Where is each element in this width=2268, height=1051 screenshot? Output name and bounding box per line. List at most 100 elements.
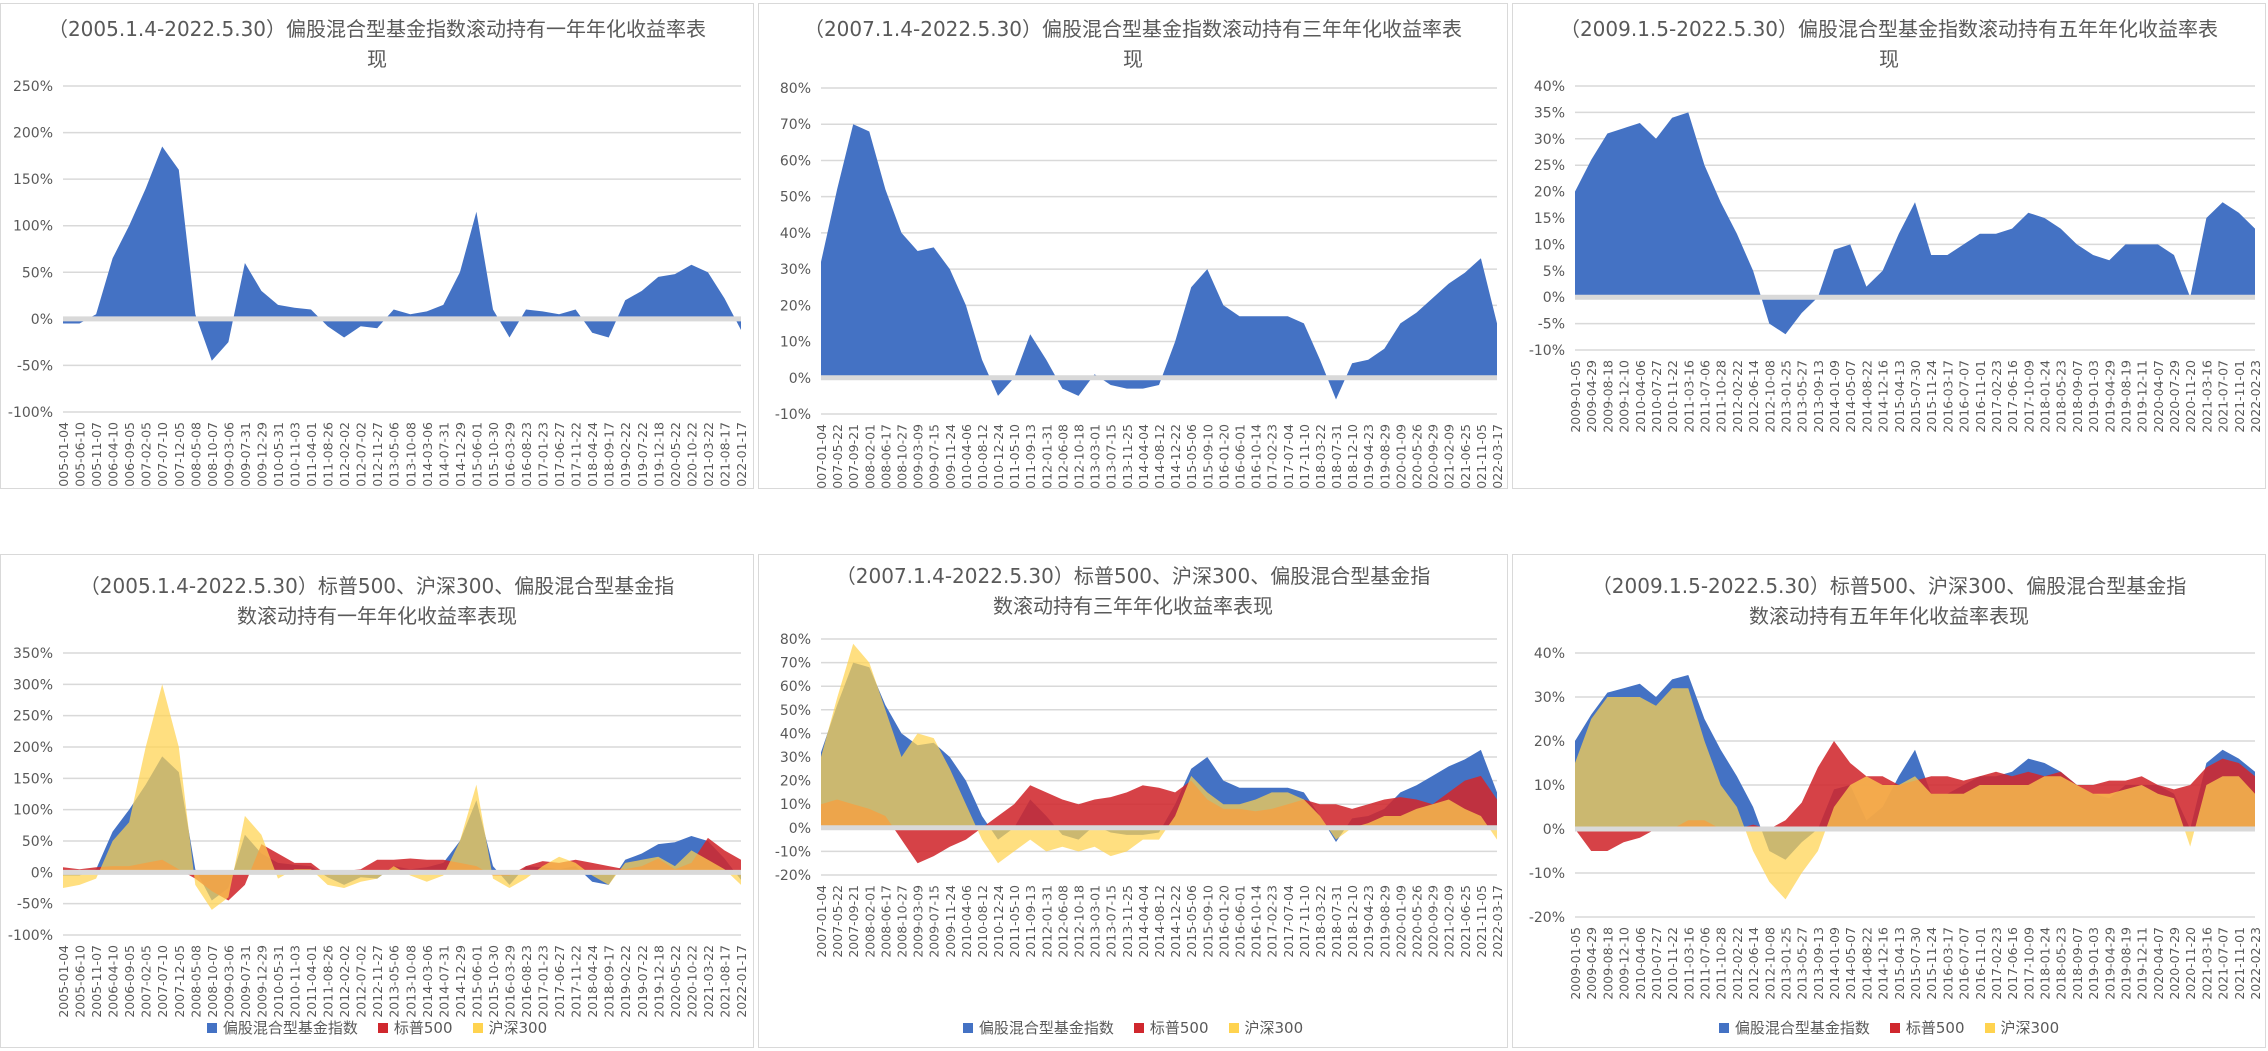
x-tick-label: 2013-01-25 <box>1778 360 1793 433</box>
legend-swatch <box>1133 1023 1144 1033</box>
legend-swatch <box>377 1023 388 1033</box>
x-tick-label: 2017-11-22 <box>569 422 584 488</box>
x-tick-label: 2019-08-19 <box>2118 927 2133 1000</box>
x-tick-label: 2009-03-06 <box>221 422 236 488</box>
x-tick-label: 2008-10-27 <box>894 424 909 488</box>
legend-swatch <box>472 1023 483 1033</box>
y-tick-label: -10% <box>775 407 811 423</box>
y-tick-label: 0% <box>1543 822 1565 838</box>
x-tick-label: 2020-01-09 <box>1393 885 1408 958</box>
x-tick-label: 2011-05-10 <box>1007 885 1022 958</box>
legend-label: 标普500 <box>1905 1019 1965 1037</box>
x-tick-label: 2009-04-29 <box>1584 360 1599 433</box>
x-tick-label: 2018-09-07 <box>2070 360 2085 433</box>
x-tick-label: 2014-08-22 <box>1859 360 1874 433</box>
x-tick-label: 2020-05-26 <box>1410 885 1425 958</box>
y-tick-label: 300% <box>13 677 53 693</box>
x-tick-label: 2017-06-16 <box>2005 360 2020 433</box>
x-tick-label: 2019-07-22 <box>635 945 650 1018</box>
x-tick-label: 2006-04-10 <box>106 422 121 488</box>
x-tick-label: 2021-03-16 <box>2199 927 2214 1000</box>
x-tick-label: 2005-11-07 <box>89 945 104 1018</box>
area-series-csi <box>63 684 741 910</box>
legend-label: 沪深300 <box>1244 1019 1304 1037</box>
x-tick-label: 2017-06-27 <box>552 945 567 1018</box>
y-tick-label: -100% <box>8 405 53 421</box>
x-tick-label: 2011-09-13 <box>1023 424 1038 488</box>
x-tick-label: 2010-04-06 <box>959 424 974 488</box>
x-tick-label: 2018-04-24 <box>585 945 600 1018</box>
y-tick-label: 100% <box>13 803 53 819</box>
x-tick-label: 2014-05-07 <box>1843 927 1858 1000</box>
y-tick-label: -5% <box>1538 317 1565 333</box>
x-tick-label: 2015-04-13 <box>1892 360 1907 433</box>
x-tick-label: 2018-05-23 <box>2054 360 2069 433</box>
x-tick-label: 2019-04-23 <box>1361 424 1376 488</box>
legend-item-csi: 沪深300 <box>472 1017 547 1038</box>
x-tick-label: 2019-07-22 <box>635 422 650 488</box>
x-tick-label: 2014-01-09 <box>1827 927 1842 1000</box>
x-tick-label: 2010-05-31 <box>271 945 286 1018</box>
x-tick-label: 2021-07-07 <box>2216 360 2231 433</box>
x-tick-label: 2021-11-05 <box>1474 424 1489 488</box>
chart-panel-5yr-compare: （2009.1.5-2022.5.30）标普500、沪深300、偏股混合型基金指… <box>1512 554 2266 1048</box>
x-tick-label: 2019-08-29 <box>1377 424 1392 488</box>
chart-plot: -20% -10% 0% 10% 20% 30% 40% 2009-01-05 2009-04-… <box>1529 646 2263 1000</box>
x-tick-label: 2018-07-31 <box>1329 424 1344 488</box>
x-tick-label: 2010-07-27 <box>1649 360 1664 433</box>
x-tick-label: 2011-05-10 <box>1007 424 1022 488</box>
x-tick-label: 2014-08-12 <box>1152 885 1167 958</box>
x-tick-label: 2010-04-06 <box>1633 360 1648 433</box>
x-tick-label: 2021-11-01 <box>2232 927 2247 1000</box>
x-tick-label: 2013-03-01 <box>1088 424 1103 488</box>
legend-label: 沪深300 <box>2000 1019 2060 1037</box>
x-tick-label: 2012-06-14 <box>1746 360 1761 433</box>
x-tick-label: 2013-09-13 <box>1811 927 1826 1000</box>
x-tick-label: 2017-01-23 <box>536 945 551 1018</box>
x-tick-label: 2009-07-15 <box>927 424 942 488</box>
x-tick-label: 2016-08-23 <box>519 945 534 1018</box>
chart-plot: -20% -10% 0% 10% 20% 30% 40% 50% 60% 70% 80% 2007-0… <box>775 632 1505 958</box>
x-tick-label: 2014-07-31 <box>436 422 451 488</box>
y-tick-label: -20% <box>775 868 811 884</box>
y-tick-label: 0% <box>31 312 53 328</box>
x-tick-label: 2017-02-23 <box>1989 927 2004 1000</box>
x-tick-label: 2006-04-10 <box>106 945 121 1018</box>
x-tick-label: 2016-03-29 <box>502 422 517 488</box>
x-tick-label: 2014-08-22 <box>1859 927 1874 1000</box>
x-tick-label: 2014-12-16 <box>1876 360 1891 433</box>
x-tick-label: 2012-06-08 <box>1055 424 1070 488</box>
x-tick-label: 2014-12-29 <box>453 422 468 488</box>
legend-item-csi: 沪深300 <box>1228 1017 1304 1038</box>
y-tick-label: 70% <box>780 117 811 133</box>
x-tick-label: 2011-07-06 <box>1698 360 1713 433</box>
x-tick-label: 2017-10-09 <box>2021 927 2036 1000</box>
y-tick-label: 150% <box>13 771 53 787</box>
x-tick-label: 2015-10-30 <box>486 422 501 488</box>
x-tick-label: 2021-06-25 <box>1458 885 1473 958</box>
x-tick-label: 2012-10-08 <box>1762 927 1777 1000</box>
x-tick-label: 2018-12-10 <box>1345 885 1360 958</box>
x-tick-label: 2020-10-22 <box>684 945 699 1018</box>
x-tick-label: 2005-01-04 <box>56 945 71 1018</box>
y-tick-label: 25% <box>1534 158 1565 174</box>
x-tick-label: 2012-02-22 <box>1730 360 1745 433</box>
chart-title: （2005.1.4-2022.5.30）标普500、沪深300、偏股混合型基金指… <box>79 574 675 628</box>
x-tick-label: 2005-06-10 <box>73 422 88 488</box>
x-tick-label: 2020-05-22 <box>668 422 683 488</box>
y-tick-label: 20% <box>1534 734 1565 750</box>
x-tick-label: 2019-12-11 <box>2135 360 2150 433</box>
x-tick-label: 2018-09-07 <box>2070 927 2085 1000</box>
legend-item-csi: 沪深300 <box>1984 1017 2060 1038</box>
x-tick-label: 2006-09-05 <box>122 422 137 488</box>
x-tick-label: 2007-02-05 <box>139 945 154 1018</box>
x-tick-label: 2022-03-17 <box>1490 885 1505 958</box>
x-tick-label: 2010-12-24 <box>991 885 1006 958</box>
x-tick-label: 2019-02-22 <box>618 945 633 1018</box>
legend-item-spx: 标普500 <box>1133 1017 1209 1038</box>
x-tick-label: 2017-01-23 <box>536 422 551 488</box>
x-tick-label: 2013-05-27 <box>1795 360 1810 433</box>
x-tick-label: 2020-07-29 <box>2167 927 2182 1000</box>
x-tick-label: 2011-03-16 <box>1681 360 1696 433</box>
x-tick-label: 2020-11-20 <box>2183 927 2198 1000</box>
